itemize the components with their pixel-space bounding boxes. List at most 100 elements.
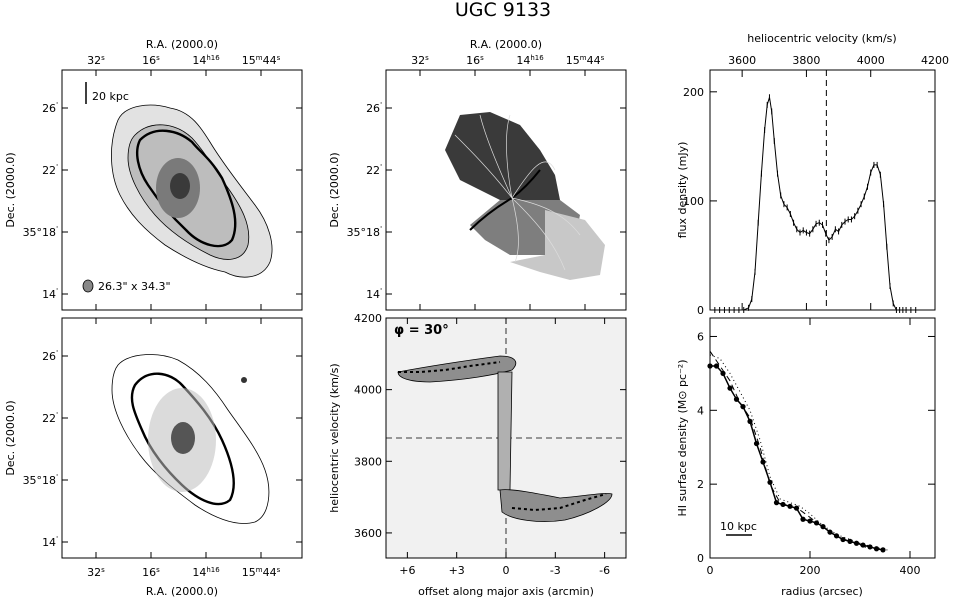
x-axis-label: radius (arcsec): [781, 585, 863, 598]
data-point: [707, 363, 713, 369]
y-axis-label: Dec. (2000.0): [4, 400, 17, 475]
y-tick-label: 2: [697, 478, 704, 491]
ra-tick-label: 32s: [411, 54, 429, 67]
panel-global-profile: heliocentric velocity (km/s) flux densit…: [676, 32, 949, 317]
y-tick-label: 4: [697, 404, 704, 417]
panel-optical-map: R.A. (2000.0) Dec. (2000.0): [4, 317, 303, 598]
y-tick-label: 3800: [354, 455, 382, 468]
data-point: [753, 440, 760, 447]
x-tick-label: 3600: [728, 54, 756, 67]
dec-tick-label: 35°18': [23, 225, 59, 239]
x-tick-label: 0: [707, 564, 714, 577]
y-tick-label: 100: [683, 195, 704, 208]
beam-label: 26.3" x 34.3": [98, 280, 171, 293]
data-point: [767, 479, 773, 485]
dec-tick-label: 22': [42, 411, 58, 425]
y-tick-label: 4200: [354, 312, 382, 325]
data-point: [860, 542, 866, 548]
y-axis-label: Dec. (2000.0): [328, 152, 341, 227]
data-point: [713, 363, 720, 369]
x-tick-label: -6: [599, 564, 610, 577]
data-point: [733, 396, 740, 402]
foreground-star: [241, 377, 247, 383]
y-tick-label: 0: [697, 304, 704, 317]
data-point: [773, 500, 780, 506]
data-point: [727, 385, 733, 391]
x-axis-label: offset along major axis (arcmin): [418, 585, 594, 598]
y-axis-label: Dec. (2000.0): [4, 152, 17, 227]
y-axis-label: flux density (mJy): [676, 142, 689, 239]
x-tick-label: +3: [449, 564, 465, 577]
data-point: [720, 370, 726, 376]
ra-tick-label: 16s: [142, 54, 160, 67]
dec-tick-label: 14': [42, 287, 58, 301]
radial-ticks: 0 200 400 0 2 4 6: [697, 318, 935, 577]
panel-velocity-field: R.A. (2000.0) Dec. (2000.0): [328, 38, 627, 311]
panel-hi-map: R.A. (2000.0) Dec. (2000.0) 20 kpc 26.3"…: [4, 38, 303, 311]
profile-ticks: 3600 3800 4000 4200 0 100 200: [683, 54, 949, 317]
series-line-dotted: [709, 354, 891, 552]
data-point: [800, 516, 806, 522]
scale-bar-label: 20 kpc: [92, 90, 129, 103]
series-line-flux: [714, 97, 916, 311]
dec-tick-label: 26': [42, 101, 58, 115]
x-tick-label: 4200: [921, 54, 949, 67]
data-point: [807, 518, 813, 524]
dec-tick-label: 35°18': [347, 225, 383, 239]
panel-radial-profile: radius (arcsec) HI surface density (M⊙ p…: [676, 317, 936, 598]
data-point: [833, 533, 840, 539]
rotation-curve-points: [398, 361, 607, 512]
dec-tick-label: 22': [366, 163, 382, 177]
panel-pv-diagram: offset along major axis (arcmin) helioce…: [328, 317, 627, 598]
ra-tick-label: 15m44s: [566, 54, 605, 67]
x-tick-label: 0: [503, 564, 510, 577]
x-axis-label: R.A. (2000.0): [146, 585, 218, 598]
data-point: [780, 501, 786, 508]
data-point: [813, 520, 820, 526]
data-point: [880, 547, 886, 553]
peak-emission: [170, 173, 190, 199]
dec-tick-label: 14': [42, 535, 58, 549]
data-point: [827, 529, 833, 535]
ra-tick-label: 14h16: [192, 566, 220, 579]
data-point: [793, 505, 800, 511]
x-tick-label: +6: [399, 564, 415, 577]
panel-frame: [709, 69, 936, 311]
velocity-approaching-side: [510, 210, 605, 280]
image-axis-ticks: 32s 16s 14h16 15m44s 26' 22' 35°18' 14' 32s 16s 14…: [23, 54, 626, 579]
pv-emission-stem: [497, 371, 513, 491]
figure-title: UGC 9133: [455, 0, 551, 21]
y-tick-label: 4000: [354, 384, 382, 397]
beam-ellipse: [82, 279, 94, 293]
x-tick-label: -3: [550, 564, 561, 577]
optical-bulge: [171, 422, 195, 454]
data-point: [840, 536, 846, 543]
y-tick-label: 6: [697, 330, 704, 343]
profile-points: [714, 94, 917, 313]
data-point: [760, 459, 766, 465]
velocity-receding-side: [445, 112, 560, 200]
data-point: [847, 538, 853, 544]
scale-bar-label: 10 kpc: [720, 520, 757, 533]
top-x-axis-label: R.A. (2000.0): [470, 38, 542, 51]
ra-tick-label: 16s: [142, 566, 160, 579]
ra-tick-label: 32s: [87, 54, 105, 67]
thick-contour: [130, 372, 235, 506]
outer-contour: [111, 354, 270, 524]
ra-tick-label: 14h16: [192, 54, 220, 67]
data-point: [787, 503, 793, 509]
data-point: [853, 540, 860, 546]
panel-frame: [709, 317, 936, 559]
dec-tick-label: 26': [42, 349, 58, 363]
top-x-axis-label: R.A. (2000.0): [146, 38, 218, 51]
y-axis-label: HI surface density (M⊙ pc⁻²): [676, 359, 689, 516]
x-tick-label: 3800: [792, 54, 820, 67]
y-tick-label: 0: [697, 552, 704, 565]
ra-tick-label: 15m44s: [242, 54, 281, 67]
dec-tick-label: 26': [366, 101, 382, 115]
x-axis-label: heliocentric velocity (km/s): [747, 32, 896, 45]
ra-tick-label: 14h16: [516, 54, 544, 67]
y-tick-label: 200: [683, 86, 704, 99]
dec-tick-label: 22': [42, 163, 58, 177]
data-point: [747, 418, 753, 424]
